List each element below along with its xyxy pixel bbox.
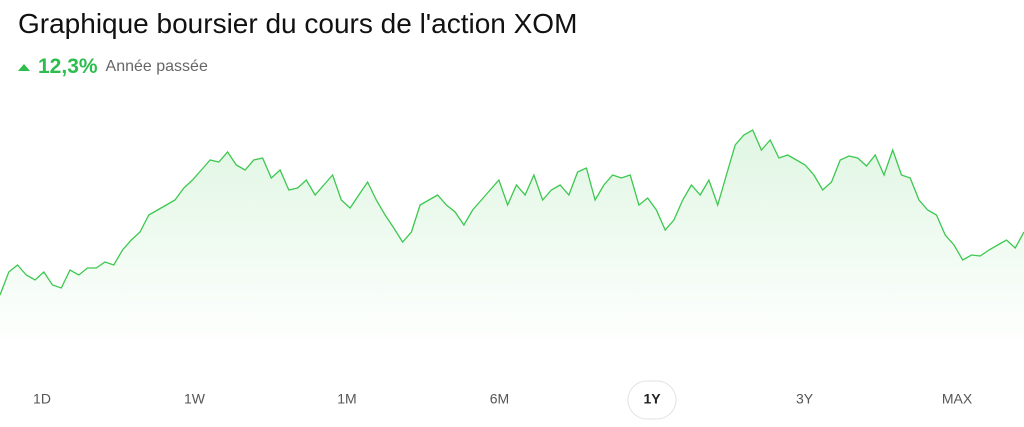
range-button[interactable]: 1Y: [643, 391, 661, 407]
area-fill: [0, 130, 1024, 350]
up-arrow: [18, 63, 30, 71]
range-button[interactable]: 3Y: [796, 391, 814, 407]
change-row: 12,3% Année passée: [18, 54, 208, 80]
selected-range-pill: [627, 380, 677, 420]
range-button[interactable]: 1D: [33, 391, 51, 407]
range-button[interactable]: 6M: [490, 391, 509, 407]
range-button[interactable]: 1M: [337, 391, 356, 407]
change: 12,3%: [38, 55, 98, 78]
range-button[interactable]: 1W: [184, 391, 206, 407]
title: Graphique boursier du cours de l'action …: [18, 8, 578, 39]
price-line: [0, 129, 1024, 296]
range-button[interactable]: MAX: [942, 391, 973, 407]
period: Année passée: [105, 58, 208, 75]
